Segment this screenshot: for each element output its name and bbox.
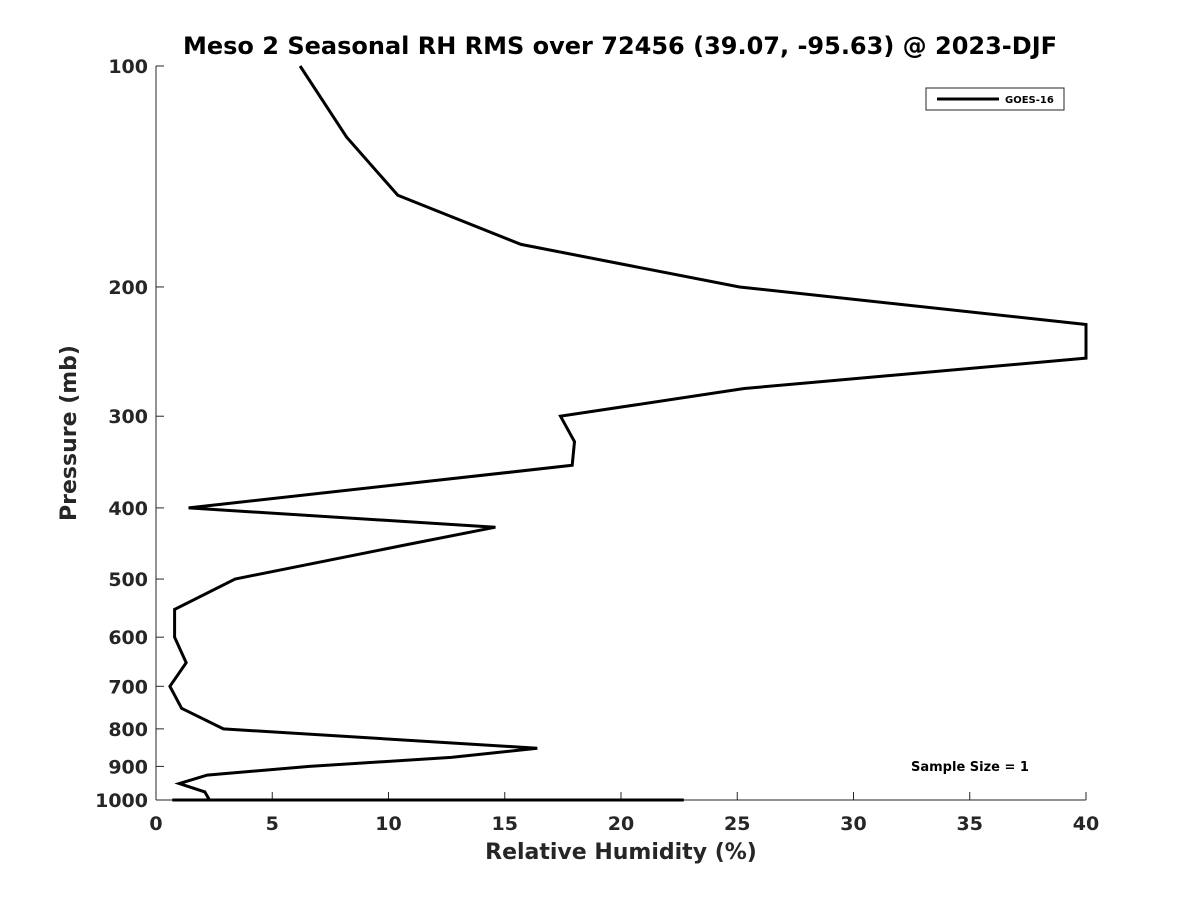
y-tick-label: 100 <box>108 56 148 78</box>
x-axis-label: Relative Humidity (%) <box>485 840 757 865</box>
x-tick-label: 30 <box>840 813 866 835</box>
chart-title: Meso 2 Seasonal RH RMS over 72456 (39.07… <box>183 32 1057 60</box>
x-tick-label: 10 <box>375 813 401 835</box>
y-tick-label: 300 <box>108 406 148 428</box>
x-tick-label: 25 <box>724 813 750 835</box>
x-tick-label: 35 <box>957 813 983 835</box>
plot-area: 0 5 10 15 20 25 30 35 40 100 200 300 400 500 600 700 80… <box>95 56 1099 835</box>
x-tick-label: 0 <box>149 813 162 835</box>
y-axis-ticks: 100 200 300 400 500 600 700 800 900 1000 <box>95 56 164 812</box>
x-tick-label: 5 <box>266 813 279 835</box>
x-tick-label: 40 <box>1073 813 1099 835</box>
y-tick-label: 600 <box>108 627 148 649</box>
sample-size-annotation: Sample Size = 1 <box>911 760 1029 775</box>
y-axis-label: Pressure (mb) <box>57 345 82 521</box>
y-tick-label: 500 <box>108 569 148 591</box>
series-line-goes16 <box>168 65 1088 802</box>
y-tick-label: 900 <box>108 756 148 778</box>
legend: GOES-16 <box>925 87 1065 111</box>
y-tick-label: 1000 <box>95 790 148 812</box>
x-tick-label: 20 <box>608 813 634 835</box>
y-tick-label: 200 <box>108 277 148 299</box>
y-tick-label: 700 <box>108 676 148 698</box>
x-tick-label: 15 <box>492 813 518 835</box>
y-tick-label: 400 <box>108 498 148 520</box>
x-axis-ticks: 0 5 10 15 20 25 30 35 40 <box>149 792 1099 835</box>
y-tick-label: 800 <box>108 719 148 741</box>
legend-label: GOES-16 <box>1005 95 1054 106</box>
